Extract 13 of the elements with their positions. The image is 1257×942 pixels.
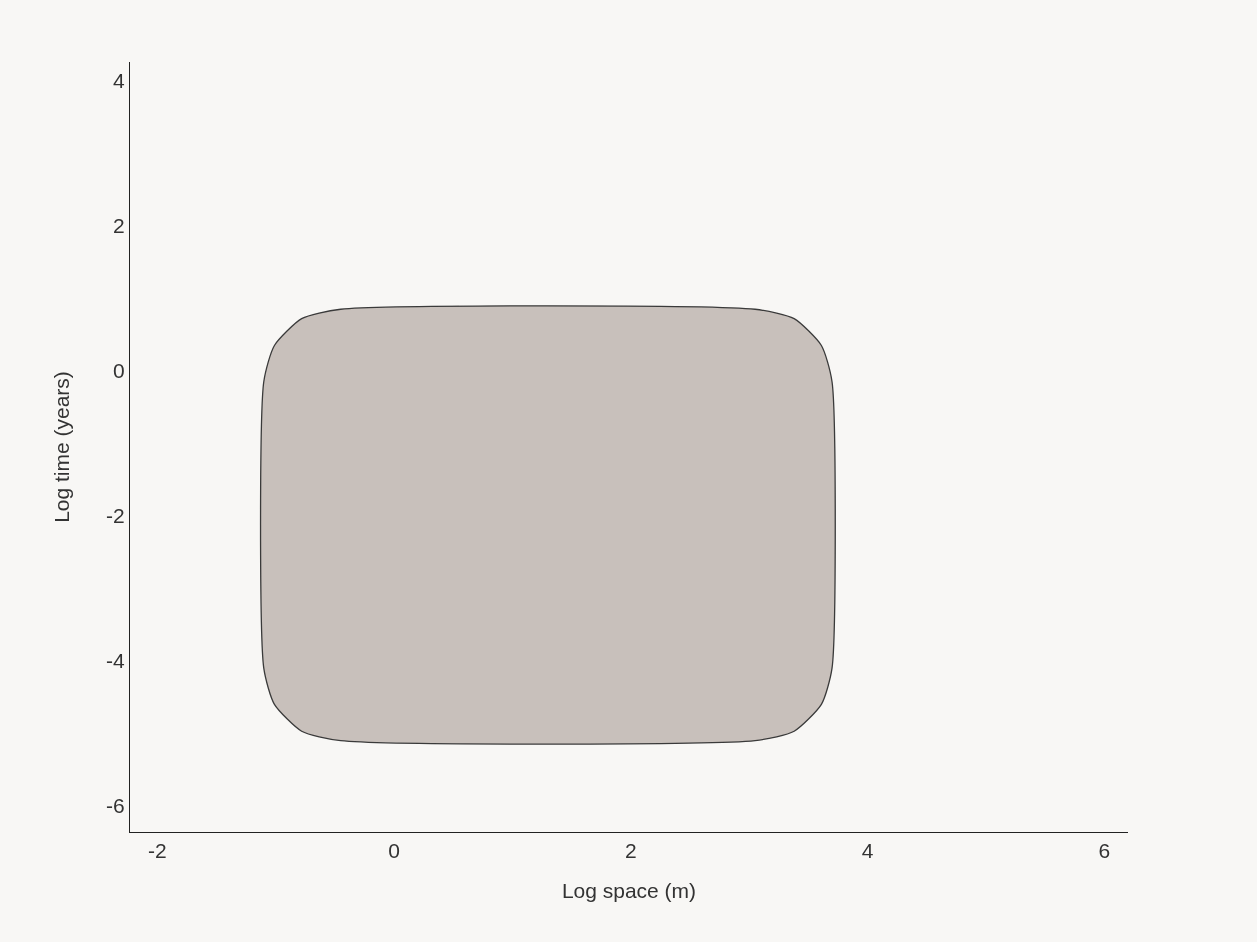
x-tick-label: 6 <box>1098 839 1111 863</box>
x-tick-label: 0 <box>388 839 400 863</box>
x-tick-label: 2 <box>624 839 637 863</box>
y-tick-label: 2 <box>113 214 125 238</box>
x-tick-label: 4 <box>861 839 874 863</box>
y-tick-label: 0 <box>113 359 125 383</box>
y-tick-label: -2 <box>106 504 125 528</box>
y-tick-label: 4 <box>113 69 126 93</box>
y-tick-label: -6 <box>106 794 125 818</box>
x-tick-label: -2 <box>147 839 167 863</box>
y-axis-title: Log time (years) <box>50 371 74 523</box>
y-tick-label: -4 <box>106 649 126 673</box>
x-axis-title: Log space (m) <box>561 879 697 903</box>
